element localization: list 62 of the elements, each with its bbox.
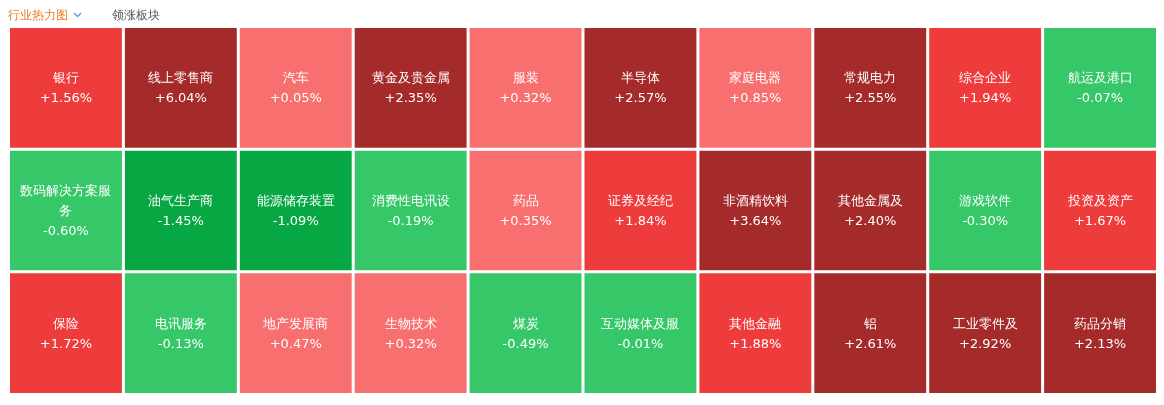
data-label: +0.47% (269, 335, 322, 351)
category-label: 黄金及贵金属 (371, 70, 450, 86)
category-label: 煤炭 (512, 315, 539, 331)
data-label: +0.35% (499, 213, 552, 228)
category-label: 药品 (512, 193, 539, 208)
category-label: 数码解决方案服务 (20, 183, 112, 218)
data-label: +2.40% (844, 213, 897, 228)
text: 行业热力图 (8, 6, 68, 24)
data-label: +2.57% (614, 90, 667, 106)
data-label: -1.45% (157, 213, 204, 228)
category-label: 能源储存装置 (256, 193, 335, 208)
data-label: +2.61% (844, 335, 897, 351)
category-label: 证券及经纪 (607, 193, 673, 208)
data-label: -0.49% (502, 335, 549, 351)
data-label: +1.67% (1073, 213, 1127, 228)
category-label: 线上零售商 (148, 70, 214, 86)
category-label: 常规电力 (844, 70, 897, 86)
data-label: +3.64% (729, 213, 782, 228)
category-label: 油气生产商 (148, 193, 214, 208)
data-label: -0.60% (42, 223, 89, 238)
category-label: 保险 (52, 315, 79, 331)
category-label: 汽车 (282, 70, 309, 86)
data-label: -0.30% (962, 213, 1009, 228)
category-label: 互动媒体及服 (601, 315, 680, 331)
category-label: 药品分销 (1074, 315, 1127, 331)
data-label: +0.05% (269, 90, 322, 106)
category-label: 游戏软件 (959, 193, 1012, 208)
category-label: 生物技术 (384, 315, 437, 331)
category-label: 综合企业 (959, 70, 1012, 86)
data-label: +1.94% (959, 90, 1012, 106)
data-label: -0.19% (387, 213, 434, 228)
data-label: +0.32% (499, 90, 552, 106)
data-label: +2.35% (384, 90, 437, 106)
category-label: 非酒精饮料 (722, 193, 788, 208)
data-label: +0.32% (384, 335, 437, 351)
data-label: -0.01% (617, 335, 664, 351)
data-label: +2.55% (844, 90, 897, 106)
category-label: 其他金融 (729, 315, 782, 331)
category-label: 铝 (862, 315, 877, 331)
category-label: 工业零件及 (952, 315, 1018, 331)
data-label: +2.13% (1073, 335, 1127, 351)
category-label: 半导体 (620, 70, 660, 86)
data-label: +1.72% (39, 335, 93, 351)
data-label: +0.85% (729, 90, 782, 106)
data-label: +6.04% (154, 90, 207, 106)
category-label: 消费性电讯设 (371, 193, 450, 208)
category-label: 电讯服务 (154, 315, 207, 331)
category-label: 其他金属及 (837, 193, 903, 208)
category-label: 银行 (51, 70, 79, 86)
data-label: +1.88% (729, 335, 782, 351)
category-label: 地产发展商 (262, 315, 329, 331)
data-label: -0.13% (157, 335, 204, 351)
text: 领涨板块 (112, 6, 160, 24)
category-label: 投资及资产 (1066, 193, 1133, 208)
category-label: 家庭电器 (729, 70, 782, 86)
data-label: +1.56% (39, 90, 93, 106)
data-label: +2.92% (959, 335, 1012, 351)
category-label: 服装 (512, 70, 539, 86)
category-label: 航运及港口 (1067, 70, 1133, 86)
data-label: -0.07% (1077, 90, 1124, 106)
data-label: -1.09% (272, 213, 319, 228)
data-label: +1.84% (614, 213, 667, 228)
